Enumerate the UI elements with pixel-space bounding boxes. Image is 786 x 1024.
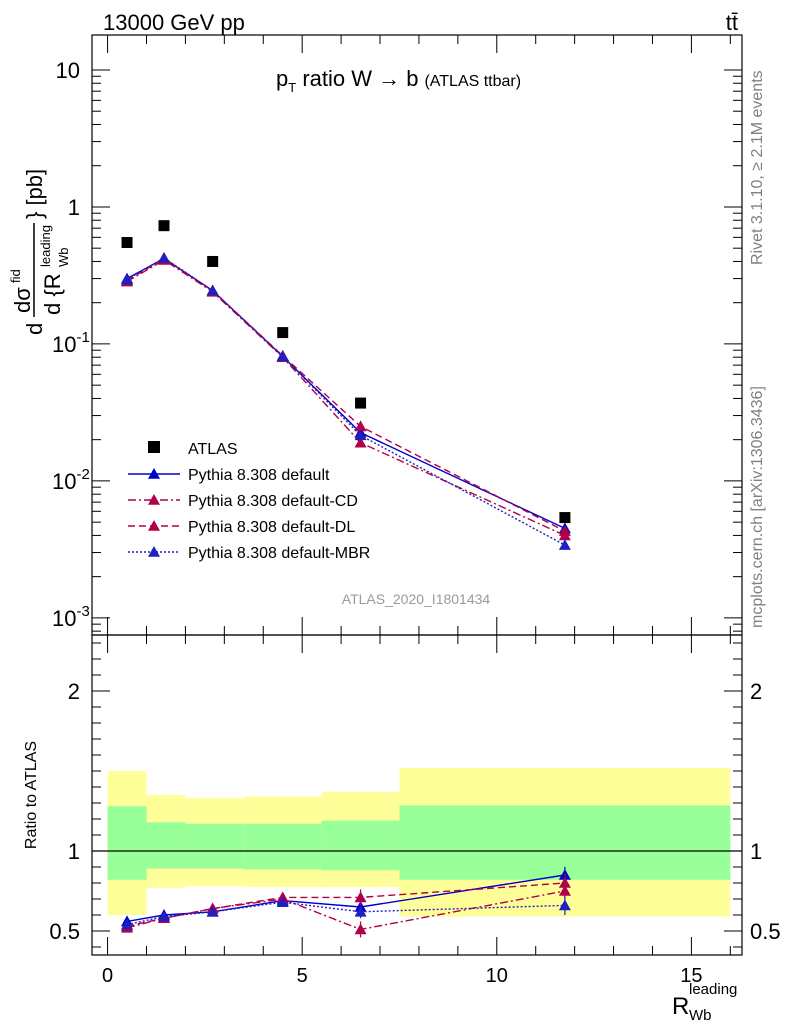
chart-title: pT ratio W → b (ATLAS ttbar) (276, 66, 521, 95)
series-line-upper (126, 257, 566, 530)
lower-y-tick-label-left: 0.5 (49, 919, 80, 944)
series-line-ratio (126, 890, 566, 931)
svg-text:d: d (22, 323, 47, 335)
legend-series-label: Pythia 8.308 default-DL (188, 519, 355, 536)
atlas-data-point (559, 512, 571, 524)
lower-y-tick-label-left: 1 (68, 839, 80, 864)
series-marker-upper (121, 273, 134, 285)
series-line-upper (126, 257, 566, 546)
series-marker-ratio (206, 905, 219, 917)
legend-series-marker (148, 494, 160, 505)
uncertainty-band-green (146, 822, 186, 869)
legend-series-label: Pythia 8.308 default-CD (188, 493, 358, 510)
uncertainty-band-green (243, 823, 322, 870)
legend-series-marker (148, 468, 160, 479)
series-marker-ratio (354, 923, 367, 935)
series-marker-ratio (158, 910, 171, 922)
series-line-upper (126, 259, 566, 537)
atlas-data-point (355, 397, 367, 409)
series-line-ratio (126, 874, 566, 923)
svg-text:leading: leading (38, 225, 53, 267)
series-line-ratio (126, 901, 565, 926)
x-tick-label: 5 (297, 965, 308, 987)
upper-y-tick-label: 10-1 (52, 329, 90, 357)
atlas-data-point (158, 220, 170, 232)
upper-y-tick-label: 10-3 (52, 603, 90, 631)
svg-text:leading: leading (689, 981, 737, 998)
lower-y-tick-label-right: 1 (750, 839, 762, 864)
x-tick-label: 10 (486, 965, 508, 987)
upper-y-tick-label: 1 (68, 195, 80, 220)
atlas-data-point (121, 237, 133, 249)
legend-series-marker (148, 546, 160, 557)
lower-plot-frame (91, 634, 743, 956)
upper-y-axis-label: d dσ fid d {R leading Wb } [pb] (8, 169, 71, 335)
series-marker-ratio (276, 896, 289, 907)
series-marker-upper (354, 429, 367, 441)
svg-text:Wb: Wb (56, 248, 71, 268)
upper-y-tick-label: 10-2 (52, 466, 90, 494)
series-marker-upper (276, 350, 289, 362)
x-axis-label: R leading Wb (672, 981, 737, 1024)
series-marker-upper (558, 525, 571, 536)
lower-y-tick-label-right: 0.5 (750, 919, 781, 944)
series-marker-upper (558, 539, 571, 550)
atlas-data-point (277, 327, 289, 339)
svg-text:pT ratio W → b(ATLAS ttbar): pT ratio W → b (ATLAS ttbar) (276, 66, 521, 95)
header-right: tt̄ (726, 10, 738, 35)
rivet-label: Rivet 3.1.10, ≥ 2.1M events (749, 70, 766, 265)
mcplots-label: mcplots.cern.ch [arXiv:1306.3436] (749, 386, 766, 628)
series-marker-upper (354, 420, 367, 432)
legend-atlas-marker (148, 441, 160, 453)
lower-y-axis-label: Ratio to ATLAS (23, 741, 40, 849)
uncertainty-band-green (321, 820, 400, 871)
header-left: 13000 GeV pp (103, 10, 245, 35)
atlas-data-point (207, 255, 219, 267)
svg-text:R: R (672, 993, 689, 1020)
legend: ATLAS Pythia 8.308 default Pythia 8.308 d… (128, 441, 370, 562)
series-marker-upper (354, 436, 367, 448)
svg-text:d {R: d {R (40, 273, 65, 315)
uncertainty-band-green (107, 806, 147, 880)
series-marker-ratio (354, 905, 367, 917)
upper-y-tick-label: 10 (56, 58, 80, 83)
x-tick-label: 0 (102, 965, 113, 987)
svg-text:} [pb]: } [pb] (22, 169, 47, 219)
legend-series-label: Pythia 8.308 default-MBR (188, 545, 370, 562)
series-line-ratio (126, 882, 565, 927)
analysis-watermark: ATLAS_2020_I1801434 (342, 591, 491, 607)
svg-text:dσ: dσ (10, 287, 35, 313)
series-marker-ratio (354, 891, 367, 903)
legend-series-marker (148, 520, 160, 531)
series-marker-ratio (558, 877, 571, 888)
series-marker-upper (158, 251, 171, 263)
legend-atlas-label: ATLAS (188, 441, 238, 458)
legend-series-label: Pythia 8.308 default (188, 467, 330, 484)
series-line-upper (126, 257, 566, 532)
lower-y-tick-label-right: 2 (750, 679, 762, 704)
svg-text:fid: fid (8, 269, 23, 283)
lower-y-tick-label-left: 2 (68, 679, 80, 704)
svg-text:Wb: Wb (689, 1007, 712, 1024)
x-tick-label: 15 (680, 965, 702, 987)
series-marker-ratio (121, 918, 134, 930)
series-marker-upper (206, 284, 219, 296)
uncertainty-band-green (185, 823, 244, 869)
series-marker-ratio (558, 899, 571, 911)
